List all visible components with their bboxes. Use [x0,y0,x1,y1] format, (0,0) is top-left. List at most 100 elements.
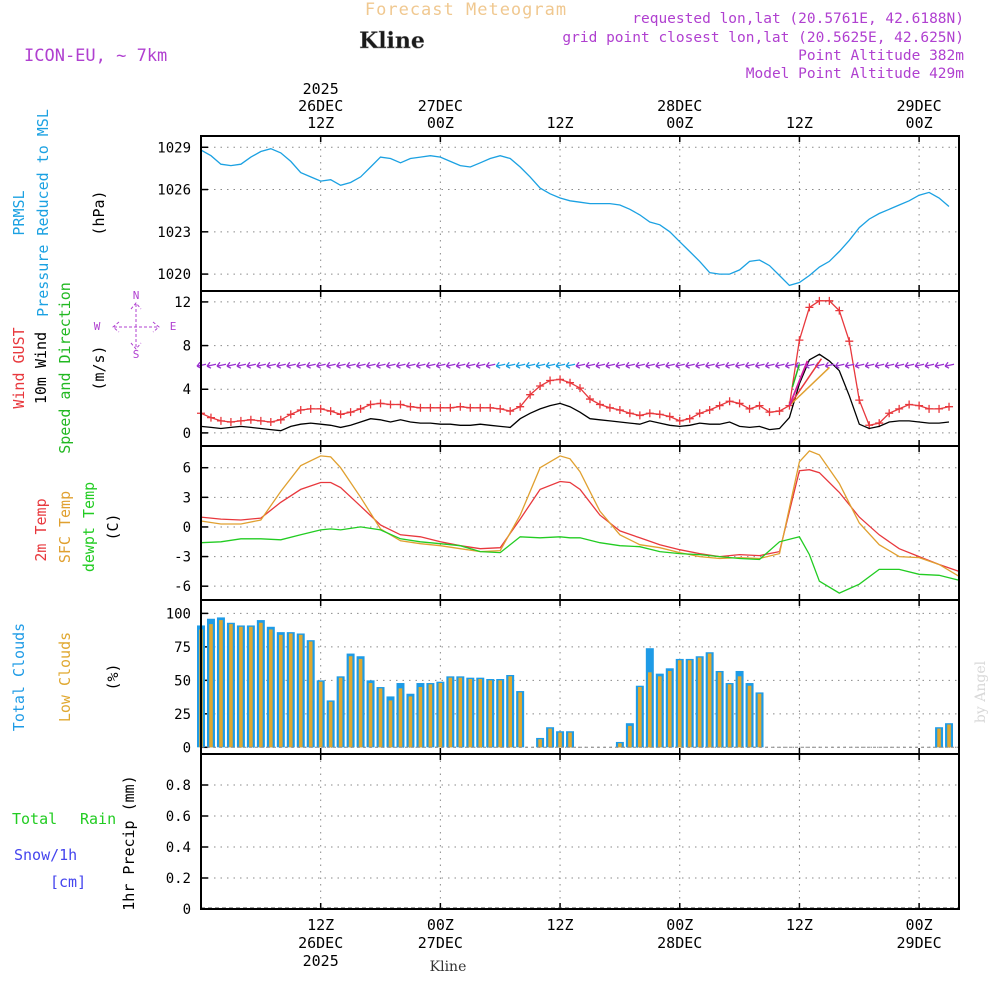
bar-low-clouds [737,676,742,748]
gust-marker [795,336,804,345]
bottom-time-label: 12Z [307,916,334,934]
temp-label-sfc: SFC Temp [56,491,74,563]
bar-low-clouds [677,660,682,748]
wind-dir-arrow [366,361,376,369]
bar-low-clouds [428,684,433,748]
precip-label-cm: [cm] [50,873,86,891]
bar-low-clouds [259,622,263,748]
series-sfc-temp [200,450,960,577]
gust-marker [835,306,844,315]
wind-dir-arrow [715,361,725,369]
wind-dir-arrow [665,361,675,369]
gust-marker [825,296,834,305]
point-altitude: Point Altitude 382m [798,48,964,64]
precip-label-snow: Snow/1h [14,846,77,864]
gust-marker [935,404,944,413]
footer-location: Kline [430,959,467,975]
gust-marker [406,402,415,411]
wind-dir-arrow [774,361,785,369]
wind-dir-arrow [914,361,925,369]
bar-low-clouds [518,692,522,748]
gust-marker [745,404,754,413]
gust-marker [316,404,325,413]
gust-marker [665,412,674,421]
wind-dir-arrow [585,361,596,369]
temp-label-2m: 2m Temp [32,498,50,561]
bar-low-clouds [648,672,652,748]
precip-label-total: Total [12,810,57,828]
series-prmsl [200,148,950,287]
compass-w: W [94,320,101,333]
bar-low-clouds [667,670,672,748]
gust-marker [605,403,614,412]
pressure-unit: (hPa) [90,190,108,235]
wind-dir-arrow [385,361,396,369]
bar-low-clouds [239,626,243,748]
wind-dir-arrow [485,361,496,369]
wind-dir-arrow [605,361,616,369]
panel-precipitation: 0 0.2 0.4 0.6 0.8 [166,753,960,918]
gust-marker [556,375,565,384]
wind-dir-arrow [834,361,845,369]
wind-dir-arrow [764,361,775,369]
wind-label-10m: 10m Wind [32,332,50,404]
gust-marker [376,399,385,408]
wind-dir-arrow [595,361,606,369]
temp-label-dewpt: dewpt Temp [80,482,98,572]
compass-n: N [133,289,140,302]
wind-dir-arrow [465,361,476,369]
gust-marker [945,402,954,411]
gust-marker [595,400,604,409]
bottom-time-label: 00Z [666,916,693,934]
gust-marker [755,401,764,410]
wind-dir-arrow [755,361,765,369]
panel-frame [200,445,960,601]
bar-low-clouds [628,725,632,748]
bar-low-clouds [229,624,233,748]
cloud-label-low: Low Clouds [56,632,74,722]
bar-low-clouds [249,626,253,748]
series-10m-wind [200,353,950,432]
panel-wind: 0 4 8 12 [174,291,960,447]
bar-low-clouds [618,743,622,748]
bar-low-clouds [288,633,293,748]
bar-low-clouds [378,688,383,748]
gust-marker [276,415,285,424]
wind-dir-arrow [625,361,636,369]
wind-dir-arrow [376,361,386,369]
wind-unit: (m/s) [90,345,108,390]
panel-pressure: 1020 1023 1026 1029 [157,135,960,292]
wind-dir-arrow [854,361,865,369]
wind-dir-arrow [425,361,436,369]
y-tick-label: 25 [174,707,191,723]
gust-marker [895,404,904,413]
y-tick-label: 0.4 [166,840,191,856]
requested-coords: requested lon,lat (20.5761E, 42.6188N) [632,11,964,27]
top-time-label: 29DEC [897,97,942,115]
gust-marker [286,410,295,419]
y-tick-label: 1029 [157,140,191,156]
wind-dir-arrow [346,361,356,369]
y-tick-label: 3 [183,490,191,506]
gust-marker [775,407,784,416]
gust-marker [645,409,654,418]
bottom-time-label: 12Z [547,916,574,934]
bar-low-clouds [568,732,572,748]
gust-marker [695,409,704,418]
bar-low-clouds [707,653,712,748]
precip-labels: Total Rain Snow/1h [cm] 1hr Precip (mm) [12,775,138,910]
top-time-label: 12Z [786,114,813,132]
wind-dir-arrow [395,361,406,369]
bar-low-clouds [388,700,393,748]
wind-dir-arrow [356,361,366,369]
gust-marker [925,404,934,413]
bar-low-clouds [348,656,353,748]
gust-marker [705,405,714,414]
gust-marker [296,405,305,414]
wind-dir-arrow [455,361,466,369]
bar-low-clouds [448,677,453,748]
bar-low-clouds [358,658,363,748]
wind-dir-arrow [415,361,426,369]
gust-marker [625,409,634,418]
gust-marker [236,416,245,425]
